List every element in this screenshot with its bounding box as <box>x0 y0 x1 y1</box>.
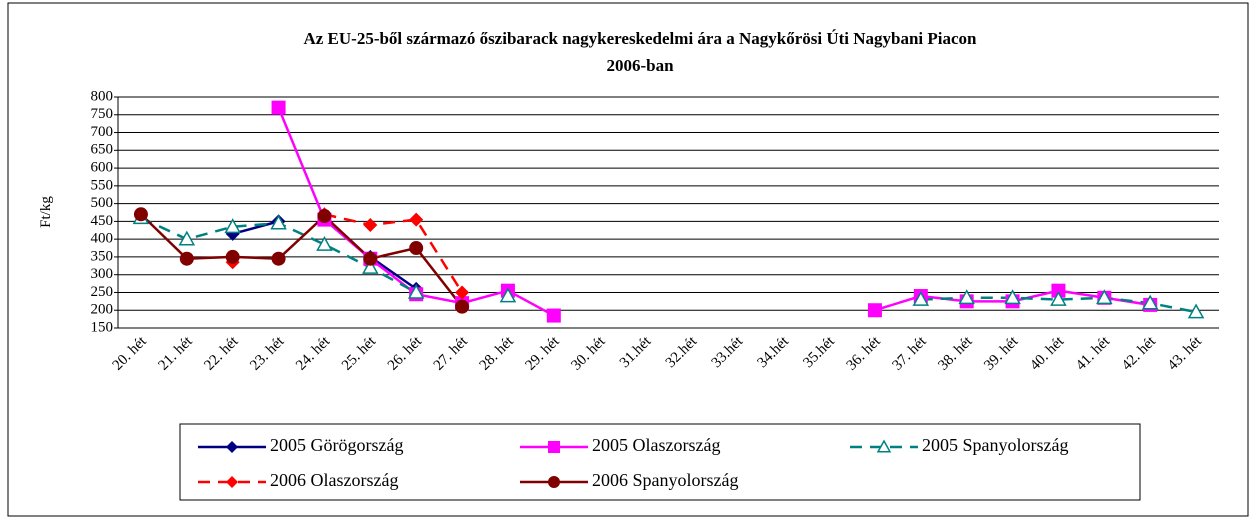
marker <box>455 299 470 314</box>
legend <box>179 423 1141 501</box>
y-tick-label: 350 <box>91 248 114 264</box>
marker <box>1187 303 1205 319</box>
y-tick-label: 200 <box>91 302 114 318</box>
series-line <box>232 220 417 290</box>
marker <box>363 251 378 266</box>
y-tick-label: 150 <box>91 319 114 335</box>
y-tick-label: 250 <box>91 284 114 300</box>
marker <box>316 235 333 251</box>
y-tick-label: 550 <box>91 177 114 193</box>
marker <box>133 207 148 222</box>
legend-label: 2005 Spanyolország <box>922 435 1068 455</box>
marker <box>1004 289 1021 305</box>
legend-label: 2006 Olaszország <box>270 470 398 490</box>
y-tick-label: 300 <box>91 266 114 282</box>
y-tick-label: 750 <box>91 106 114 122</box>
marker <box>548 476 560 488</box>
marker <box>546 308 561 323</box>
marker <box>876 439 892 453</box>
chart-title: 2006-ban <box>606 56 674 75</box>
marker <box>271 100 286 115</box>
marker <box>224 218 241 234</box>
marker <box>499 287 517 303</box>
marker <box>548 441 560 453</box>
chart-title: Az EU-25-ből származó őszibarack nagyker… <box>303 29 977 48</box>
legend-label: 2006 Spanyolország <box>592 470 738 490</box>
marker <box>226 476 238 488</box>
y-tick-label: 400 <box>91 231 114 247</box>
marker <box>958 289 975 305</box>
marker <box>179 251 194 266</box>
y-tick-label: 700 <box>91 124 114 140</box>
y-tick-label: 600 <box>91 160 114 176</box>
marker <box>1141 294 1159 310</box>
marker <box>271 251 286 266</box>
y-tick-label: 450 <box>91 213 114 229</box>
marker <box>455 285 470 300</box>
series-line <box>324 213 464 294</box>
marker <box>225 249 240 264</box>
marker <box>407 283 425 299</box>
marker <box>1050 291 1067 306</box>
marker <box>409 212 424 227</box>
legend-label: 2005 Olaszország <box>592 435 720 455</box>
marker <box>178 230 196 246</box>
marker <box>362 259 379 274</box>
marker <box>912 291 930 306</box>
y-tick-label: 500 <box>91 195 114 211</box>
marker <box>867 303 882 318</box>
y-tick-label: 650 <box>91 142 114 158</box>
marker <box>409 241 424 256</box>
marker <box>1051 283 1066 298</box>
marker <box>226 441 238 453</box>
marker <box>270 214 287 230</box>
marker <box>363 217 378 232</box>
legend-label: 2005 Görögország <box>270 435 403 455</box>
y-axis-label: Ft/kg <box>38 196 54 228</box>
y-tick-label: 800 <box>91 88 114 104</box>
series-line <box>140 213 464 308</box>
marker <box>1096 289 1113 305</box>
marker <box>317 209 332 224</box>
